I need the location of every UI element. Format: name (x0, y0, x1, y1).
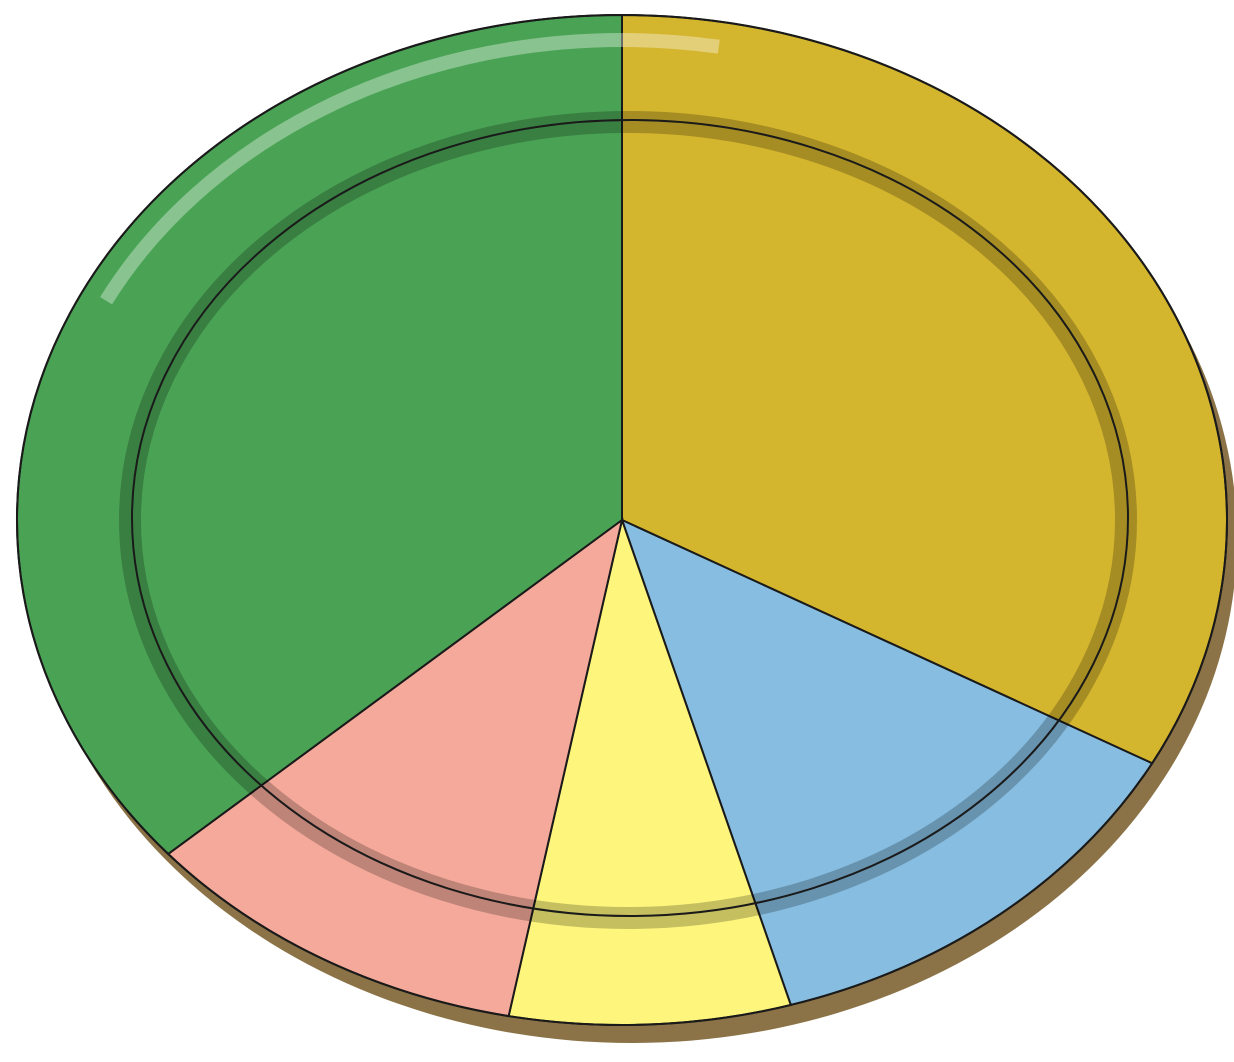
slices (16, 13, 1229, 1026)
rim-highlight (35, 33, 1209, 1007)
plate-rim (16, 14, 1228, 1026)
inner-shade (119, 111, 1137, 929)
inner-ring (131, 119, 1129, 917)
